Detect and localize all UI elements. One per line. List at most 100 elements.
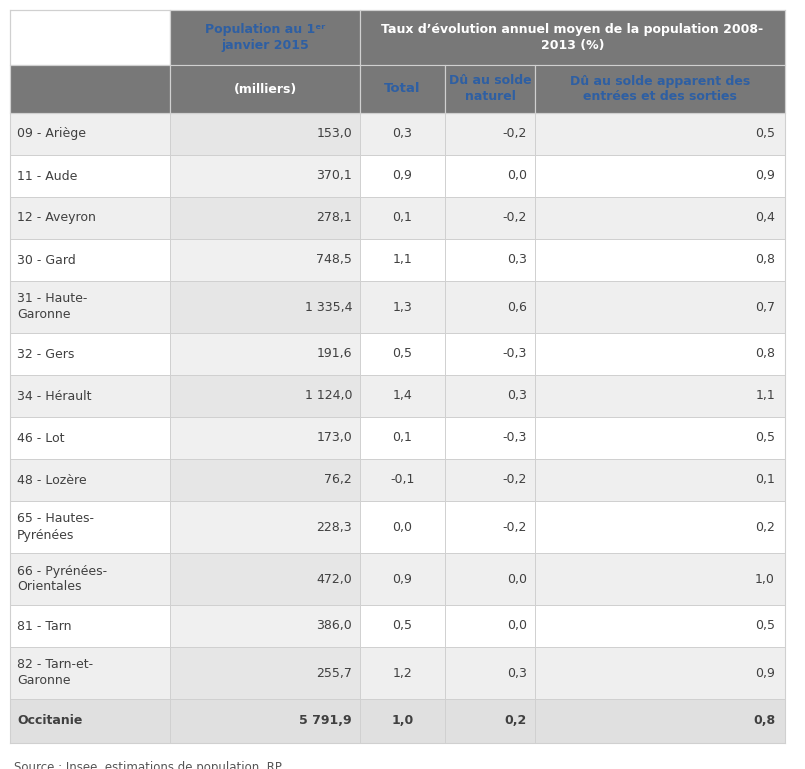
Bar (10, 647, 785, 699)
Text: 278,1: 278,1 (316, 211, 352, 225)
Bar (10, 281, 785, 333)
Text: 0,5: 0,5 (755, 128, 775, 141)
Bar (170, 647, 360, 699)
Bar (10, 197, 785, 239)
Text: 0,8: 0,8 (755, 348, 775, 361)
Text: -0,3: -0,3 (502, 431, 527, 444)
Bar (170, 113, 360, 155)
Text: Dû au solde
naturel: Dû au solde naturel (448, 75, 531, 104)
Text: 31 - Haute-
Garonne: 31 - Haute- Garonne (17, 292, 88, 321)
Text: 0,9: 0,9 (755, 169, 775, 182)
Bar (170, 459, 360, 501)
Text: 1,0: 1,0 (391, 714, 414, 727)
Bar (170, 501, 360, 553)
Text: 0,8: 0,8 (753, 714, 775, 727)
Text: 0,0: 0,0 (507, 620, 527, 632)
Text: 0,0: 0,0 (393, 521, 412, 534)
Bar (10, 333, 785, 375)
Text: 0,8: 0,8 (755, 254, 775, 267)
Bar (445, 65, 535, 113)
Bar (170, 239, 360, 281)
Text: Population au 1ᵉʳ
janvier 2015: Population au 1ᵉʳ janvier 2015 (205, 23, 325, 52)
Text: 1 335,4: 1 335,4 (304, 301, 352, 314)
Text: 228,3: 228,3 (316, 521, 352, 534)
Text: 255,7: 255,7 (316, 667, 352, 680)
Text: 0,2: 0,2 (505, 714, 527, 727)
Text: 11 - Aude: 11 - Aude (17, 169, 77, 182)
Text: Occitanie: Occitanie (17, 714, 82, 727)
Bar (10, 553, 785, 605)
Text: -0,2: -0,2 (502, 474, 527, 487)
Text: 66 - Pyrénées-
Orientales: 66 - Pyrénées- Orientales (17, 564, 107, 594)
Text: 0,4: 0,4 (755, 211, 775, 225)
Text: 1 124,0: 1 124,0 (304, 390, 352, 402)
Text: 81 - Tarn: 81 - Tarn (17, 620, 72, 632)
Text: 191,6: 191,6 (316, 348, 352, 361)
Text: 32 - Gers: 32 - Gers (17, 348, 74, 361)
Text: 1,3: 1,3 (393, 301, 412, 314)
Bar (10, 605, 785, 647)
Text: 30 - Gard: 30 - Gard (17, 254, 76, 267)
Text: (milliers): (milliers) (233, 82, 296, 95)
Text: -0,2: -0,2 (502, 521, 527, 534)
Text: 0,1: 0,1 (393, 211, 412, 225)
Bar (170, 375, 360, 417)
Text: 09 - Ariège: 09 - Ariège (17, 128, 86, 141)
Bar (170, 197, 360, 239)
Bar (170, 155, 360, 197)
Bar (170, 605, 360, 647)
Text: 48 - Lozère: 48 - Lozère (17, 474, 87, 487)
Text: Source : Insee, estimations de population, RP.: Source : Insee, estimations de populatio… (14, 761, 283, 769)
Text: 0,9: 0,9 (393, 169, 412, 182)
Text: 0,9: 0,9 (755, 667, 775, 680)
Text: 1,1: 1,1 (755, 390, 775, 402)
Bar (535, 65, 785, 113)
Text: 0,1: 0,1 (755, 474, 775, 487)
Text: 370,1: 370,1 (316, 169, 352, 182)
Text: 82 - Tarn-et-
Garonne: 82 - Tarn-et- Garonne (17, 658, 93, 687)
Bar (170, 10, 360, 65)
Text: 0,0: 0,0 (507, 169, 527, 182)
Text: 1,0: 1,0 (755, 572, 775, 585)
Text: 0,2: 0,2 (755, 521, 775, 534)
Text: 0,5: 0,5 (393, 620, 412, 632)
Bar (10, 501, 785, 553)
Text: 0,3: 0,3 (393, 128, 412, 141)
Text: 0,1: 0,1 (393, 431, 412, 444)
Bar (10, 417, 785, 459)
Bar (10, 65, 170, 113)
Text: -0,3: -0,3 (502, 348, 527, 361)
Text: 5 791,9: 5 791,9 (299, 714, 352, 727)
Text: 173,0: 173,0 (316, 431, 352, 444)
Bar (10, 375, 785, 417)
Text: 12 - Aveyron: 12 - Aveyron (17, 211, 96, 225)
Text: -0,2: -0,2 (502, 211, 527, 225)
Bar (10, 113, 785, 155)
Bar (170, 333, 360, 375)
Bar (360, 65, 445, 113)
Text: 0,6: 0,6 (507, 301, 527, 314)
Bar (10, 699, 785, 743)
Text: 386,0: 386,0 (316, 620, 352, 632)
Text: 472,0: 472,0 (316, 572, 352, 585)
Text: Taux d’évolution annuel moyen de la population 2008-
2013 (%): Taux d’évolution annuel moyen de la popu… (382, 23, 764, 52)
Bar (360, 10, 785, 65)
Text: -0,2: -0,2 (502, 128, 527, 141)
Text: 46 - Lot: 46 - Lot (17, 431, 64, 444)
Text: 76,2: 76,2 (324, 474, 352, 487)
Bar (170, 553, 360, 605)
Text: 0,5: 0,5 (393, 348, 412, 361)
Text: 0,7: 0,7 (755, 301, 775, 314)
Bar (10, 155, 785, 197)
Text: 0,3: 0,3 (507, 390, 527, 402)
Bar (10, 10, 170, 65)
Bar (170, 65, 360, 113)
Text: Dû au solde apparent des
entrées et des sorties: Dû au solde apparent des entrées et des … (570, 75, 750, 104)
Text: Total: Total (384, 82, 421, 95)
Text: 0,3: 0,3 (507, 667, 527, 680)
Bar (170, 281, 360, 333)
Text: 34 - Hérault: 34 - Hérault (17, 390, 92, 402)
Text: 0,5: 0,5 (755, 620, 775, 632)
Text: 748,5: 748,5 (316, 254, 352, 267)
Text: 1,1: 1,1 (393, 254, 412, 267)
